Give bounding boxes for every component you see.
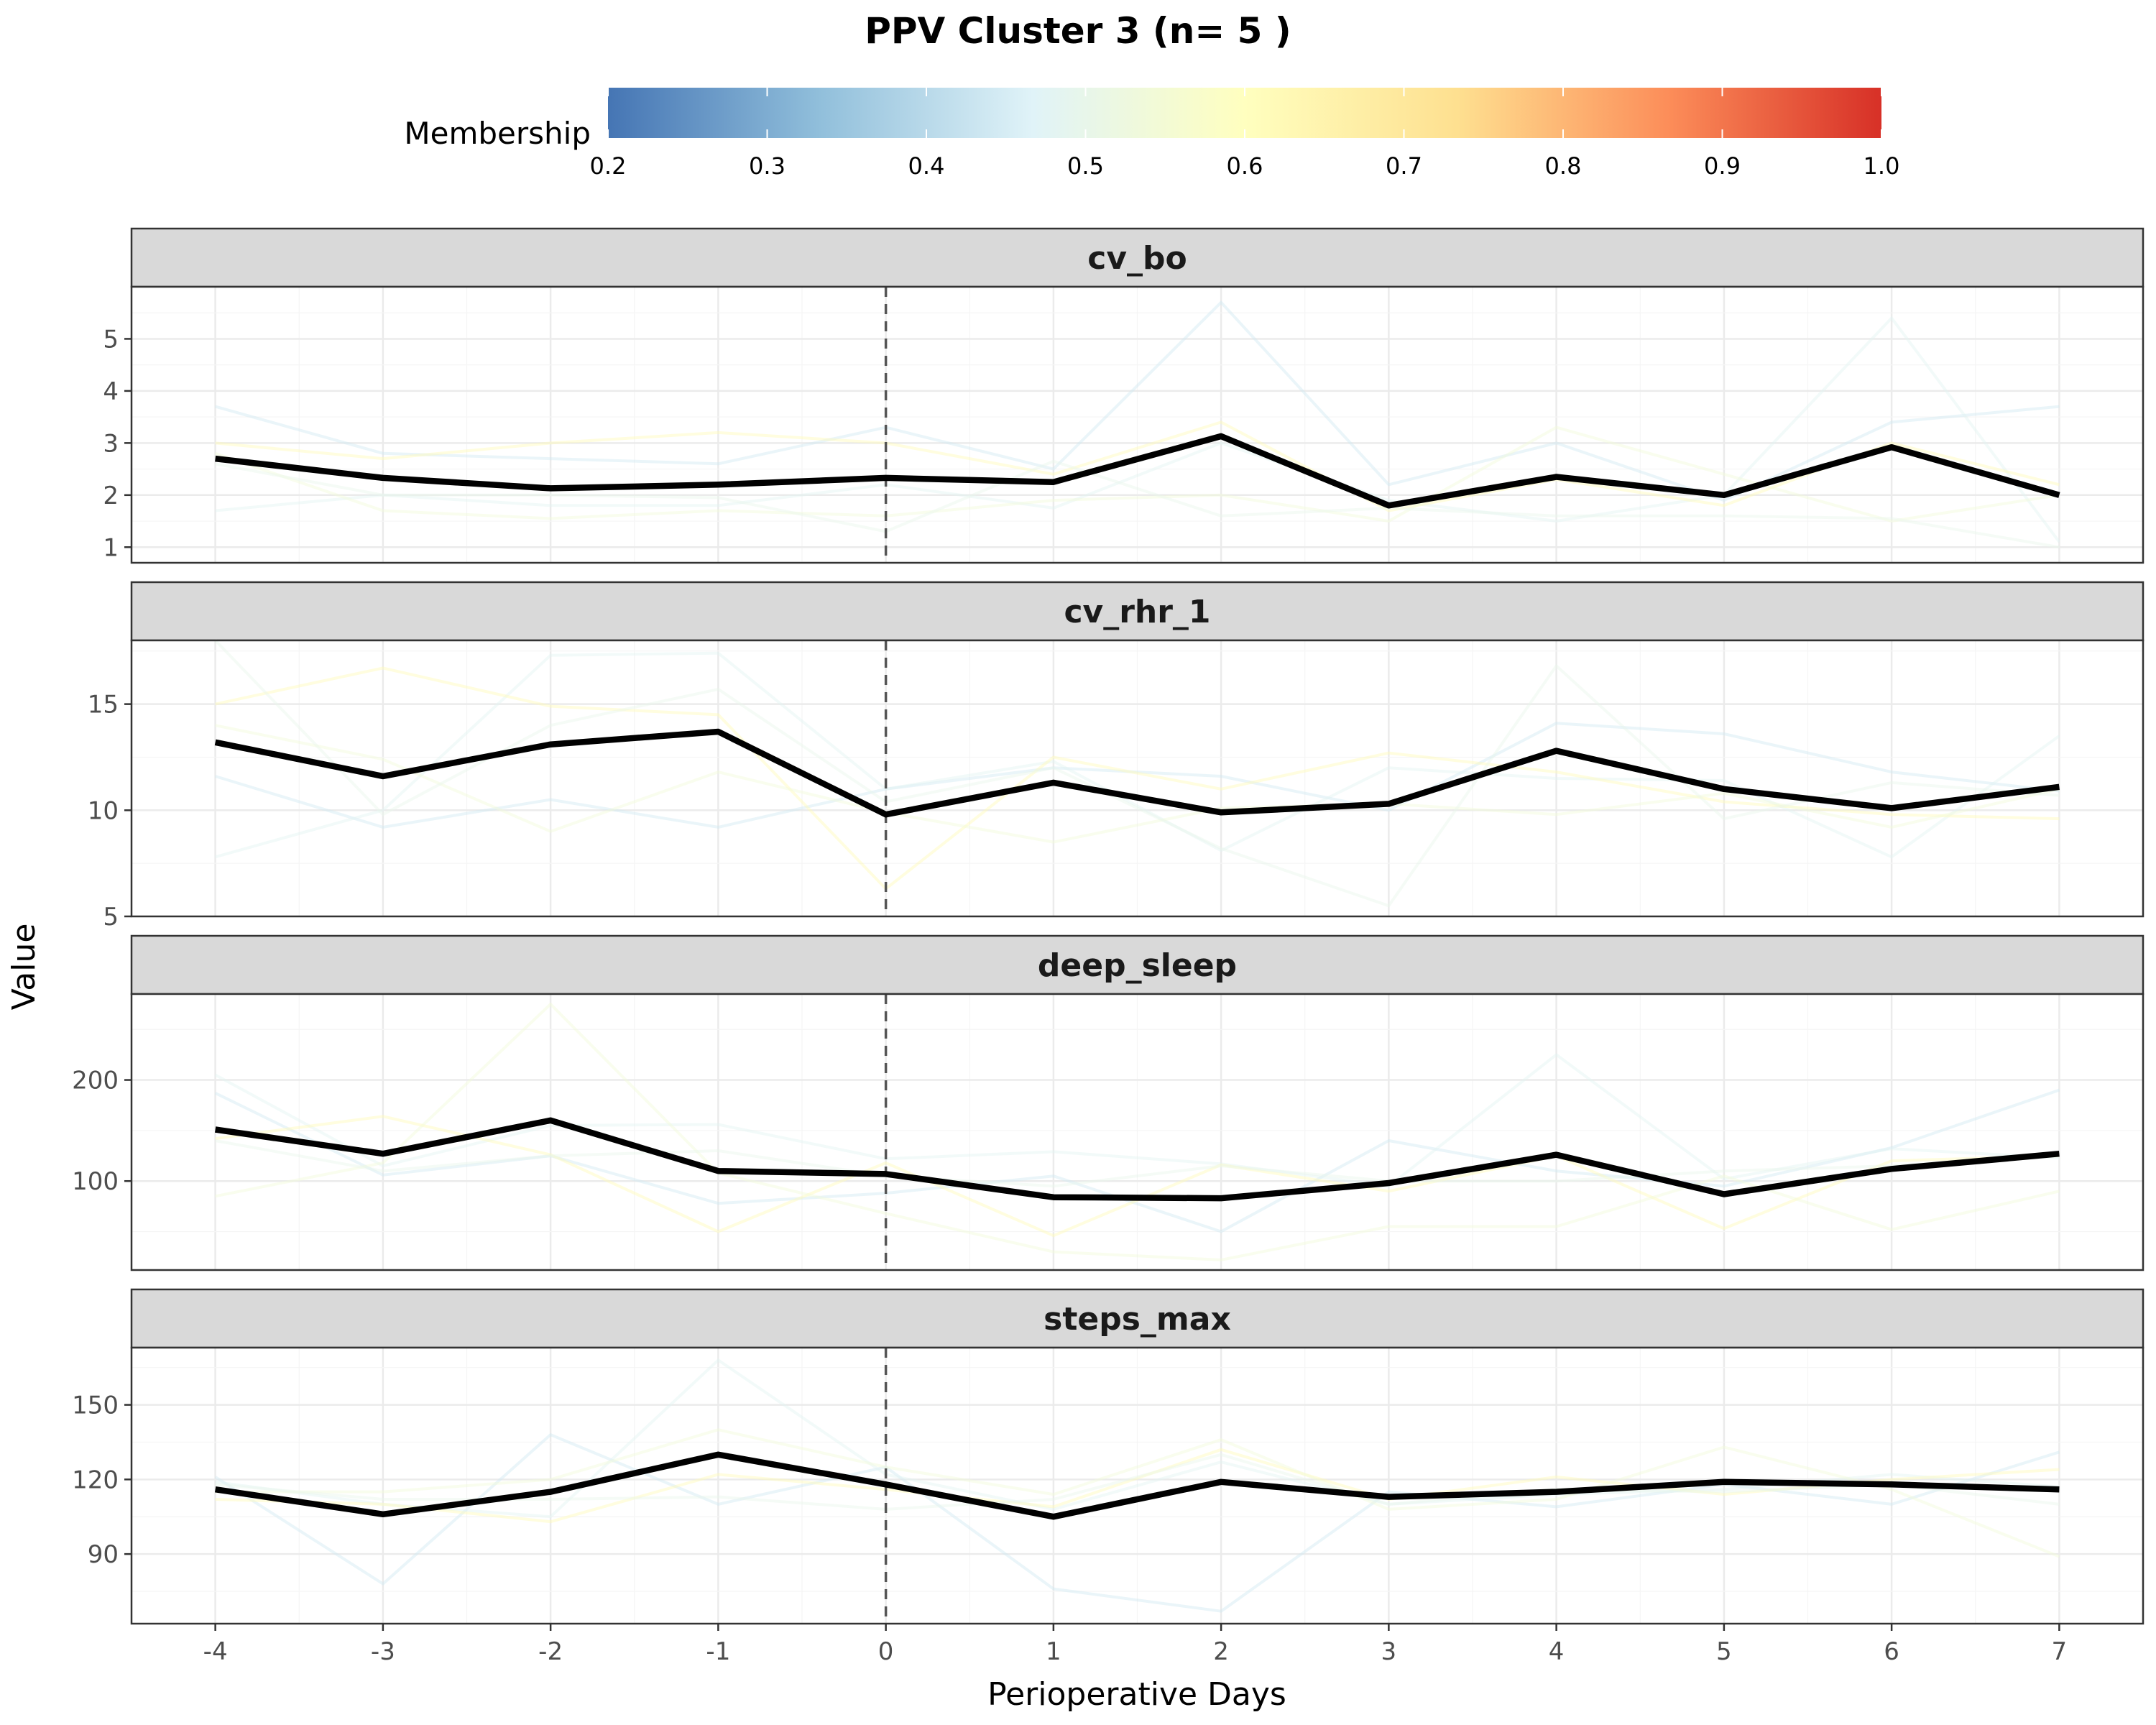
member-series-line [214,1053,2060,1188]
colorbar-tick-label: 0.8 [1545,152,1582,180]
member-series-line [215,722,2060,829]
member-series-line [215,316,2061,543]
panel-border [130,1346,2145,1625]
y-tick-label: 200 [72,1067,119,1095]
facet-strip [130,934,2145,995]
cluster-mean-line [214,1451,2060,1520]
member-series-line [214,1433,2060,1613]
facet-strip-label: steps_max [1044,1301,1231,1338]
y-tick-label: 150 [72,1392,119,1420]
x-tick-label: 6 [1884,1637,1899,1666]
panel-deep_sleep: deep_sleep 100 200 [72,934,2145,1271]
x-tick-label: 7 [2052,1637,2068,1666]
colorbar-tick-label: 0.9 [1704,152,1741,180]
panel-cv_rhr_1: cv_rhr_1 5 10 15 [88,581,2145,932]
member-series-line [214,426,2060,523]
x-tick-label: -3 [371,1637,395,1666]
y-tick-label: 120 [72,1466,119,1494]
facet-panels: cv_bo 1 2 3 4 5 cv_rhr_1 5 10 15 deep_sleep 100 200 s… [72,227,2145,1625]
panel-steps_max: steps_max 90 120 150 [72,1288,2145,1625]
y-tick-label: 90 [88,1540,119,1569]
facet-strip-label: deep_sleep [1038,947,1237,984]
colorbar-tick-label: 0.6 [1227,152,1263,180]
x-tick-label: 5 [1716,1637,1732,1666]
colorbar-tick-label: 1.0 [1864,152,1900,180]
y-tick-label: 2 [103,482,119,510]
y-tick-label: 1 [103,533,119,562]
facet-strip-label: cv_rhr_1 [1064,594,1210,630]
colorbar-tick-label: 0.5 [1067,152,1104,180]
member-series-line [215,459,2060,549]
y-axis-label: Value [6,924,42,1011]
member-series-line [215,1358,2060,1519]
x-axis-label: Perioperative Days [987,1676,1286,1713]
panel-border [130,639,2145,918]
x-tick-label: -1 [706,1637,730,1666]
x-tick-label: -4 [203,1637,228,1666]
member-series-line [215,724,2060,844]
y-tick-label: 100 [72,1167,119,1196]
cluster-mean-line [214,1117,2060,1202]
member-series-line [214,1088,2060,1233]
y-tick-label: 15 [88,691,119,719]
colorbar-tick-label: 0.4 [908,152,945,180]
x-tick-label: -2 [538,1637,563,1666]
cluster-mean-line [215,433,2060,509]
colorbar-tick-label: 0.7 [1386,152,1422,180]
y-tick-label: 5 [103,903,119,932]
panel-border [130,993,2145,1271]
x-tick-label: 3 [1381,1637,1397,1666]
member-series-line [214,639,2060,908]
colorbar-tick-label: 0.3 [749,152,786,180]
cluster-mean-line [214,728,2060,818]
facet-strip [130,581,2145,642]
x-tick-label: 4 [1549,1637,1565,1666]
member-series-line [215,420,2060,512]
panel-border [130,285,2145,564]
x-tick-label: 0 [878,1637,894,1666]
facet-strip-label: cv_bo [1087,240,1187,277]
y-tick-label: 3 [103,429,119,458]
x-tick-label: 1 [1046,1637,1061,1666]
x-tick-label: 2 [1213,1637,1229,1666]
chart-title: PPV Cluster 3 (n= 5 ) [865,10,1291,52]
member-series-line [215,1453,2060,1511]
colorbar-tick-label: 0.2 [590,152,627,180]
y-tick-label: 5 [103,325,119,354]
member-series-line [215,1448,2060,1524]
facet-strip [130,1288,2145,1349]
panel-cv_bo: cv_bo 1 2 3 4 5 [103,227,2145,564]
legend-title: Membership [404,116,591,151]
member-series-line [215,1139,2060,1188]
y-tick-label: 4 [103,377,119,406]
member-series-line [215,1428,2060,1558]
member-series-line [215,666,2060,891]
member-series-line [215,1003,2060,1261]
x-axis: -4 -3 -2 -1 0 1 2 3 4 5 6 7 [203,1624,2068,1666]
y-tick-label: 10 [88,796,119,825]
facet-strip [130,227,2145,288]
